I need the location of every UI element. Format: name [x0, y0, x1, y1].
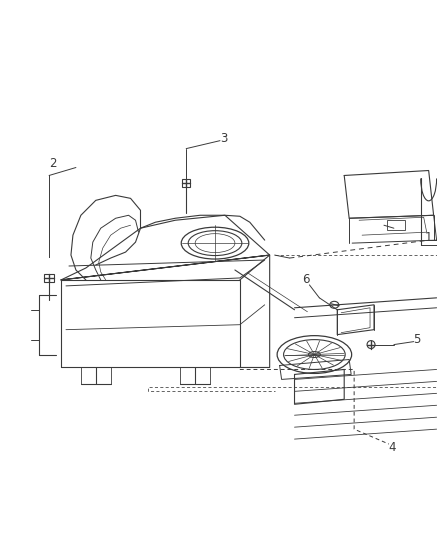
Bar	[182, 180, 190, 188]
Text: 3: 3	[220, 132, 228, 145]
Text: 4: 4	[388, 441, 396, 454]
Text: 1: 1	[425, 231, 432, 244]
Bar	[44, 274, 54, 282]
Text: 6: 6	[302, 273, 309, 286]
Text: 5: 5	[413, 333, 420, 346]
Bar	[387, 220, 405, 230]
Text: 2: 2	[49, 157, 57, 170]
